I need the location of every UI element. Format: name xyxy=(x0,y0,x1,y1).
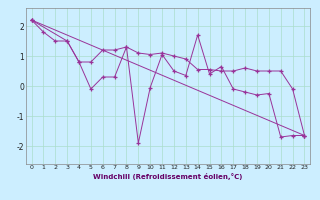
X-axis label: Windchill (Refroidissement éolien,°C): Windchill (Refroidissement éolien,°C) xyxy=(93,173,243,180)
